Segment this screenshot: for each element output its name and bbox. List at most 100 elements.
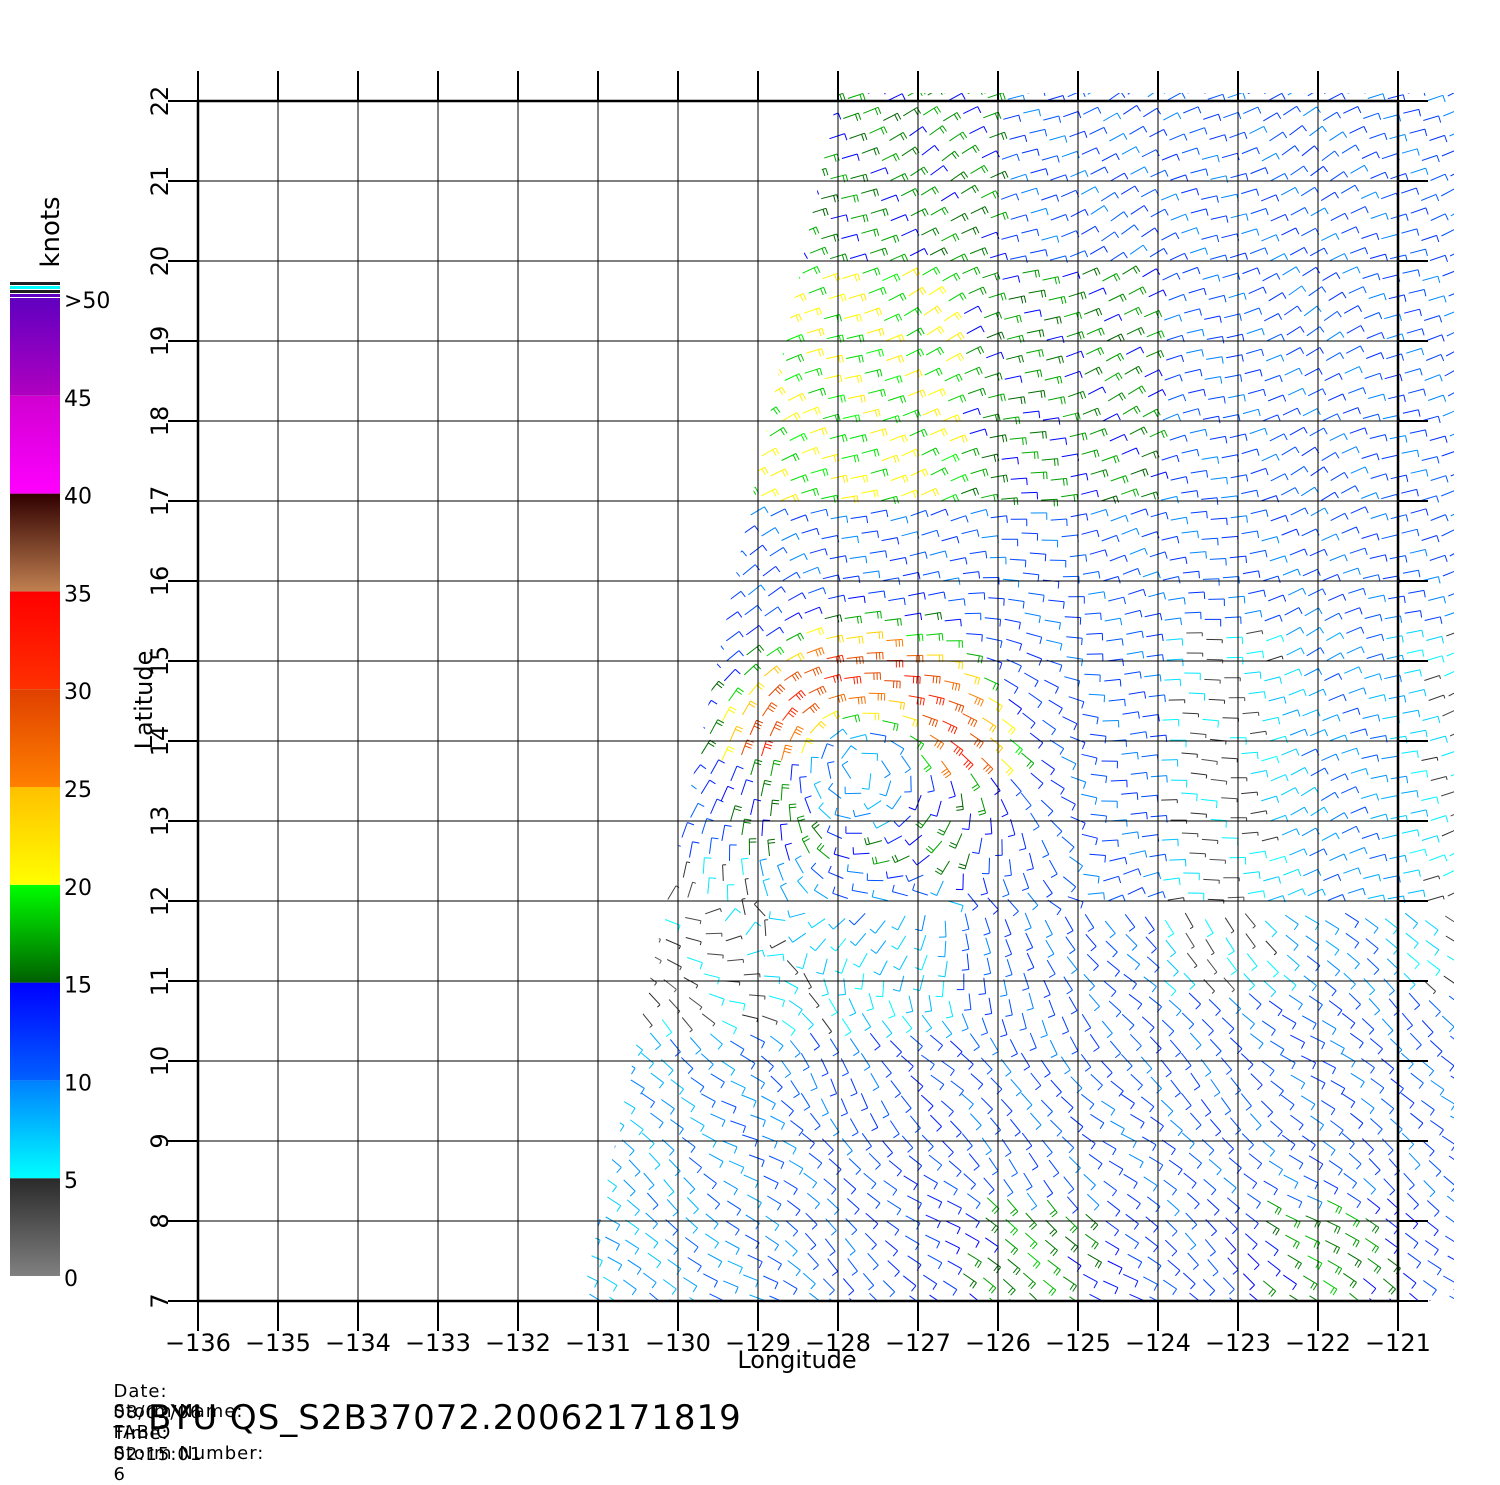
wind-barb <box>1382 1019 1393 1035</box>
wind-barb <box>570 730 586 741</box>
wind-barb <box>1290 427 1307 435</box>
wind-barb <box>651 168 668 175</box>
wind-barb <box>870 921 885 934</box>
wind-barb <box>1141 1057 1152 1074</box>
wind-barb <box>1469 1155 1483 1169</box>
wind-barb <box>970 1034 979 1051</box>
wind-barb <box>709 1154 723 1168</box>
wind-barb <box>1101 232 1118 241</box>
wind-barb <box>1386 939 1398 955</box>
wind-barb <box>871 469 888 477</box>
wind-barb <box>788 1261 801 1276</box>
wind-barb <box>662 532 680 539</box>
wind-barb <box>1246 934 1256 949</box>
wind-barb <box>1282 829 1299 835</box>
wind-barb <box>584 305 601 314</box>
wind-barb <box>1222 153 1239 160</box>
wind-barb <box>1147 331 1165 339</box>
wind-barb <box>722 1141 737 1154</box>
wind-barb <box>1071 170 1089 176</box>
wind-barb <box>1402 830 1419 837</box>
wind-barb <box>666 354 684 362</box>
wind-barb <box>1462 748 1478 755</box>
wind-barb <box>1225 1238 1236 1255</box>
y-tick-label: 17 <box>146 486 174 517</box>
wind-barb <box>1409 993 1420 1010</box>
wind-barb <box>1422 155 1439 162</box>
wind-barb <box>1241 229 1258 236</box>
wind-barb <box>962 934 969 951</box>
wind-barb <box>629 1160 640 1177</box>
wind-barb <box>1190 128 1207 135</box>
wind-barb <box>842 455 859 463</box>
wind-barb <box>1291 466 1308 475</box>
wind-barb <box>1310 549 1328 556</box>
wind-barb <box>1390 1119 1402 1135</box>
wind-barb <box>1008 599 1024 608</box>
wind-barb <box>668 886 679 900</box>
wind-barb <box>630 435 647 443</box>
wind-barb <box>921 187 938 195</box>
wind-barb <box>1126 631 1143 638</box>
wind-barb <box>1148 88 1165 97</box>
wind-barb <box>1351 207 1368 214</box>
wind-barb <box>804 667 821 676</box>
wind-barb <box>1141 492 1158 500</box>
wind-barb <box>1207 959 1217 974</box>
wind-barb <box>1009 296 1026 304</box>
wind-barb <box>622 750 639 760</box>
wind-barb <box>1421 194 1439 201</box>
wind-barb <box>768 587 785 596</box>
wind-barb <box>790 1041 800 1058</box>
wind-barb <box>1222 455 1239 462</box>
wind-barb <box>1445 368 1462 376</box>
wind-barb <box>1049 1160 1059 1177</box>
wind-barb <box>1262 454 1279 461</box>
wind-barb <box>810 721 826 733</box>
wind-barb <box>1407 953 1419 969</box>
wind-barb <box>1301 487 1318 496</box>
wind-barb <box>722 1021 736 1034</box>
wind-barb <box>585 914 601 918</box>
wind-barb <box>1051 1080 1062 1097</box>
wind-barb <box>1362 152 1380 159</box>
wind-barb <box>610 251 628 259</box>
wind-barb <box>1421 1061 1433 1077</box>
wind-barb <box>985 373 1002 381</box>
wind-barb <box>1229 998 1241 1014</box>
wind-barb <box>630 1120 643 1135</box>
wind-barb <box>630 553 648 560</box>
wind-barb <box>962 145 979 154</box>
wind-barb <box>622 532 639 540</box>
wind-barb <box>721 232 738 241</box>
wind-barb <box>1342 527 1360 533</box>
wind-barb <box>842 536 859 543</box>
wind-barb <box>1402 1013 1412 1030</box>
wind-barb <box>782 534 800 541</box>
wind-barb <box>1302 1016 1316 1030</box>
wind-barb <box>1407 329 1424 336</box>
wind-barb <box>1407 650 1424 657</box>
wind-barb <box>686 1218 698 1234</box>
wind-barb <box>611 210 628 217</box>
wind-barb <box>1366 353 1384 360</box>
wind-barb <box>762 528 779 536</box>
wind-barb <box>611 766 627 777</box>
wind-barb <box>1423 1281 1436 1296</box>
wind-barb <box>1211 779 1227 784</box>
wind-barb <box>603 864 616 877</box>
wind-barb <box>1324 674 1341 681</box>
wind-barb <box>938 961 947 977</box>
wind-barb <box>1422 1021 1433 1038</box>
wind-barb <box>1067 332 1084 340</box>
wind-barb <box>843 715 860 723</box>
wind-barb <box>1422 836 1439 843</box>
wind-barb <box>870 1033 880 1050</box>
wind-barb <box>1262 756 1279 763</box>
wind-barb <box>1447 650 1465 657</box>
wind-barb <box>947 661 963 670</box>
wind-barb <box>1325 613 1342 620</box>
wind-barb <box>1122 528 1140 535</box>
wind-barb <box>1027 993 1034 1010</box>
wind-barb <box>1166 940 1176 957</box>
